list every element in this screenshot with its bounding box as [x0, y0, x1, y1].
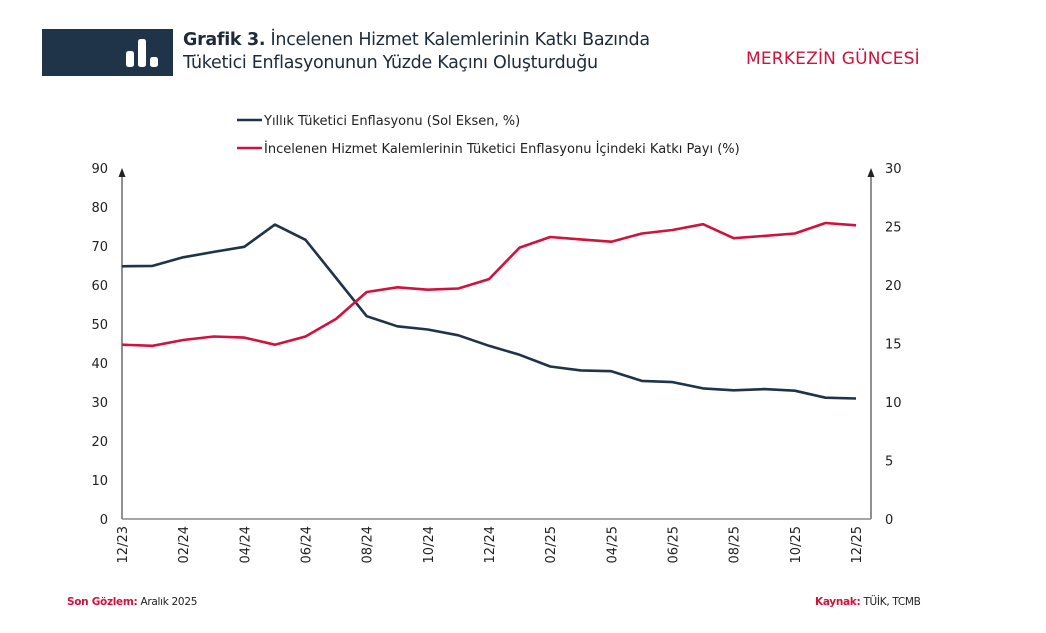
brand-logo: MERKEZİN GÜNCESİ	[746, 49, 920, 69]
left-tick-label: 90	[91, 162, 108, 177]
series-line-1	[121, 223, 857, 400]
source-label: Kaynak:	[815, 596, 861, 608]
x-tick-label: 06/24	[300, 526, 315, 563]
left-tick-label: 0	[100, 513, 108, 528]
x-tick-label: 02/24	[177, 526, 192, 563]
source-value: TÜİK, TCMB	[863, 596, 921, 608]
x-tick-label: 08/25	[728, 526, 743, 563]
left-tick-label: 80	[91, 201, 108, 216]
source: Kaynak: TÜİK, TCMB	[815, 596, 921, 608]
legend-label-1: Yıllık Tüketici Enflasyonu (Sol Eksen, %…	[263, 114, 520, 129]
x-tick-label: 12/24	[483, 526, 498, 563]
title-banner	[42, 29, 173, 76]
right-tick-label: 25	[885, 221, 902, 236]
title-line-1: İncelenen Hizmet Kalemlerinin Katkı Bazı…	[270, 30, 651, 50]
x-tick-label: 08/24	[361, 526, 376, 563]
x-tick-label: 12/25	[850, 526, 865, 563]
bar-chart-icon	[126, 39, 158, 67]
left-tick-label: 10	[91, 474, 108, 489]
right-axis-arrow	[867, 168, 875, 177]
right-tick-label: 30	[885, 162, 902, 177]
left-tick-label: 60	[91, 279, 108, 294]
left-tick-label: 50	[91, 318, 108, 333]
x-tick-label: 06/25	[667, 526, 682, 563]
left-tick-label: 30	[91, 396, 108, 411]
x-tick-label: 04/24	[238, 526, 253, 563]
series-line-2	[121, 221, 857, 348]
left-tick-label: 20	[91, 435, 108, 450]
right-tick-label: 20	[885, 279, 902, 294]
legend-label-2: İncelenen Hizmet Kalemlerinin Tüketici E…	[264, 141, 740, 157]
title-prefix: Grafik 3.	[183, 30, 266, 50]
x-tick-label: 12/23	[116, 526, 131, 563]
x-tick-label: 10/24	[422, 526, 437, 563]
x-tick-label: 04/25	[605, 526, 620, 563]
x-tick-label: 02/25	[544, 526, 559, 563]
right-tick-label: 15	[885, 338, 902, 353]
x-tick-label: 10/25	[789, 526, 804, 563]
left-tick-label: 70	[91, 240, 108, 255]
right-tick-label: 5	[885, 455, 893, 470]
last-observation: Son Gözlem: Aralık 2025	[67, 596, 197, 608]
left-tick-label: 40	[91, 357, 108, 372]
right-tick-label: 0	[885, 513, 893, 528]
last-observation-value: Aralık 2025	[140, 596, 198, 608]
last-observation-label: Son Gözlem:	[67, 596, 138, 608]
chart-title: Grafik 3. İncelenen Hizmet Kalemlerinin …	[183, 29, 650, 75]
right-tick-label: 10	[885, 396, 902, 411]
title-line-2: Tüketici Enflasyonunun Yüzde Kaçını Oluş…	[183, 53, 598, 73]
left-axis-arrow	[118, 168, 126, 177]
